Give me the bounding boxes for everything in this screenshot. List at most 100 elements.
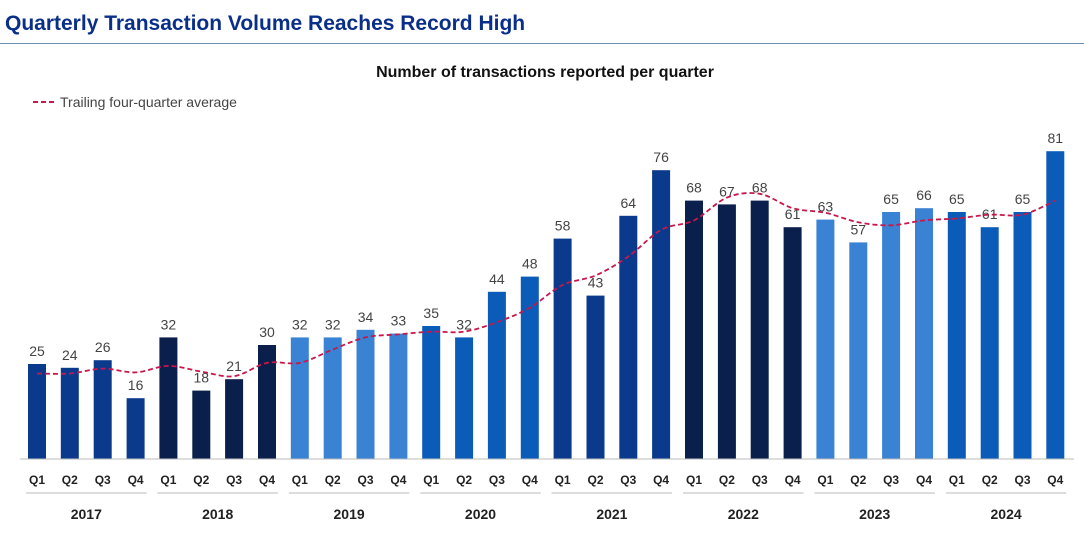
value-label: 26 — [95, 339, 111, 355]
quarter-tick-label: Q2 — [62, 473, 78, 487]
quarter-tick-label: Q1 — [686, 473, 702, 487]
bar-2020-Q4 — [520, 276, 539, 459]
value-label: 65 — [1015, 191, 1031, 207]
quarter-tick-label: Q2 — [982, 473, 998, 487]
value-label: 81 — [1048, 130, 1064, 146]
legend: Trailing four-quarter average — [33, 94, 237, 110]
quarter-tick-label: Q4 — [916, 473, 932, 487]
quarter-tick-label: Q4 — [785, 473, 801, 487]
trailing-average-line — [36, 192, 1056, 378]
value-label: 64 — [621, 195, 637, 211]
value-labels: 25 24 26 16 32 18 21 30 32 32 34 33 35 32 44 48 58 43 64 76… — [29, 130, 1063, 393]
value-label: 61 — [982, 206, 998, 222]
value-label: 18 — [194, 370, 210, 386]
quarter-tick-label: Q4 — [390, 473, 406, 487]
quarter-tick-label: Q4 — [522, 473, 538, 487]
quarter-tick-label: Q4 — [128, 473, 144, 487]
bar-2023-Q2 — [849, 242, 868, 459]
bar-2024-Q3 — [1013, 212, 1032, 459]
year-label-2017: 2017 — [71, 506, 102, 522]
value-label: 68 — [752, 180, 768, 196]
quarter-tick-label: Q1 — [817, 473, 833, 487]
quarter-tick-label: Q1 — [29, 473, 45, 487]
value-label: 25 — [29, 343, 45, 359]
quarter-tick-label: Q1 — [160, 473, 176, 487]
bar-2017-Q4 — [126, 398, 145, 459]
quarter-tick-label: Q2 — [325, 473, 341, 487]
quarter-tick-label: Q3 — [226, 473, 242, 487]
bar-2023-Q4 — [915, 208, 933, 459]
bar-2021-Q2 — [586, 295, 605, 459]
quarter-tick-label: Q3 — [883, 473, 899, 487]
year-label-2022: 2022 — [728, 506, 759, 522]
bar-2020-Q2 — [455, 337, 474, 459]
bar-2024-Q2 — [980, 227, 999, 459]
bar-2017-Q3 — [93, 360, 112, 459]
value-label: 63 — [818, 199, 834, 215]
bar-2021-Q1 — [553, 238, 572, 459]
bar-2020-Q1 — [422, 326, 441, 459]
year-label-2023: 2023 — [859, 506, 890, 522]
quarter-tick-label: Q3 — [752, 473, 768, 487]
value-label: 58 — [555, 218, 571, 234]
quarter-tick-label: Q2 — [850, 473, 866, 487]
quarter-tick-label: Q4 — [653, 473, 669, 487]
bar-2023-Q3 — [882, 212, 901, 459]
quarter-tick-label: Q3 — [489, 473, 505, 487]
value-label: 76 — [653, 149, 669, 165]
value-label: 67 — [719, 183, 735, 199]
quarter-tick-label: Q4 — [1047, 473, 1063, 487]
bar-2024-Q1 — [947, 212, 966, 459]
value-label: 35 — [423, 305, 439, 321]
quarter-tick-label: Q1 — [292, 473, 308, 487]
bar-2024-Q4 — [1046, 151, 1065, 459]
value-label: 32 — [161, 316, 177, 332]
year-label-2018: 2018 — [202, 506, 233, 522]
bar-2022-Q4 — [783, 227, 802, 459]
x-axis: Q1 Q2 Q3 Q4 Q1 Q2 Q3 Q4 Q1 Q2 Q3 Q4 Q1 Q2 Q3 Q4 Q1 Q2 Q3 Q4… — [26, 473, 1067, 522]
value-label: 32 — [456, 316, 472, 332]
value-label: 32 — [292, 316, 308, 332]
bar-2022-Q1 — [685, 200, 703, 459]
value-label: 30 — [259, 324, 275, 340]
quarter-tick-label: Q4 — [259, 473, 275, 487]
average-line-series — [36, 192, 1056, 378]
bar-2019-Q2 — [323, 337, 342, 459]
bar-2019-Q3 — [356, 329, 375, 459]
year-label-2024: 2024 — [991, 506, 1022, 522]
quarter-tick-label: Q3 — [95, 473, 111, 487]
title-divider — [0, 43, 1084, 44]
page-title: Quarterly Transaction Volume Reaches Rec… — [5, 12, 526, 35]
value-label: 61 — [785, 206, 801, 222]
quarter-tick-label: Q1 — [423, 473, 439, 487]
quarter-tick-label: Q2 — [587, 473, 603, 487]
year-label-2020: 2020 — [465, 506, 496, 522]
quarter-tick-label: Q1 — [555, 473, 571, 487]
quarter-tick-label: Q3 — [1014, 473, 1030, 487]
value-label: 48 — [522, 256, 538, 272]
value-label: 44 — [489, 271, 505, 287]
quarter-tick-label: Q2 — [193, 473, 209, 487]
bar-2021-Q3 — [619, 215, 638, 459]
bar-2017-Q1 — [28, 364, 46, 459]
bar-2018-Q2 — [192, 390, 211, 459]
value-label: 34 — [358, 309, 374, 325]
quarter-tick-label: Q2 — [719, 473, 735, 487]
value-label: 16 — [128, 377, 144, 393]
value-label: 21 — [226, 358, 242, 374]
bar-2022-Q2 — [717, 204, 736, 459]
value-label: 24 — [62, 347, 78, 363]
value-label: 65 — [949, 191, 965, 207]
year-label-2021: 2021 — [596, 506, 627, 522]
quarter-tick-label: Q2 — [456, 473, 472, 487]
chart-subtitle: Number of transactions reported per quar… — [376, 64, 714, 81]
value-label: 68 — [686, 180, 702, 196]
bar-2018-Q1 — [159, 337, 178, 459]
quarter-tick-label: Q1 — [949, 473, 965, 487]
bar-series — [28, 151, 1065, 459]
year-label-2019: 2019 — [334, 506, 365, 522]
bar-2022-Q3 — [750, 200, 769, 459]
value-label: 66 — [916, 187, 932, 203]
value-label: 65 — [883, 191, 899, 207]
